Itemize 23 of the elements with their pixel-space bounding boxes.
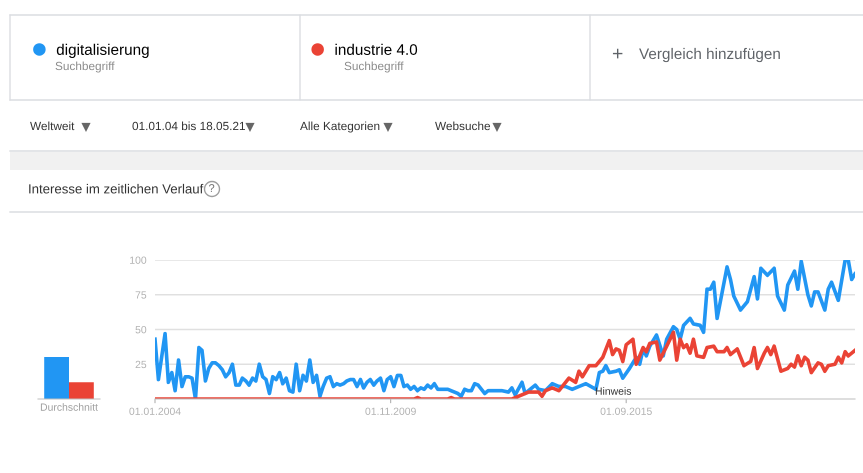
legend-label: industrie 4.0: [335, 44, 418, 55]
legend-label: digitalisierung: [56, 44, 149, 58]
chart-title: Interesse im zeitlichen Verlauf: [29, 184, 204, 194]
x-tick-label: 01.01.2004: [129, 408, 181, 415]
text: Weltweit: [30, 122, 74, 130]
x-tick-label: 01.11.2009: [365, 408, 416, 415]
text: 01.01.04 bis 18.05.21: [132, 122, 245, 130]
x-tick-label: Durchschnitt: [40, 403, 98, 411]
line-series: [155, 330, 855, 399]
y-tick-label: 25: [136, 360, 146, 368]
text: Alle Kategorien: [300, 122, 380, 132]
text: Suchbegriff: [56, 62, 115, 72]
text: Vergleich hinzufügen: [639, 48, 780, 62]
x-tick-label: 01.09.2015: [600, 408, 652, 415]
text: +: [612, 48, 622, 58]
line-series: [155, 260, 855, 399]
text: Suchbegriff: [344, 62, 404, 72]
annotation: Hinweis: [596, 387, 632, 395]
text: ?: [208, 184, 214, 192]
text: Websuche: [435, 122, 490, 130]
y-tick-label: 100: [130, 256, 146, 264]
y-tick-label: 75: [136, 291, 146, 299]
y-tick-label: 50: [136, 326, 146, 334]
